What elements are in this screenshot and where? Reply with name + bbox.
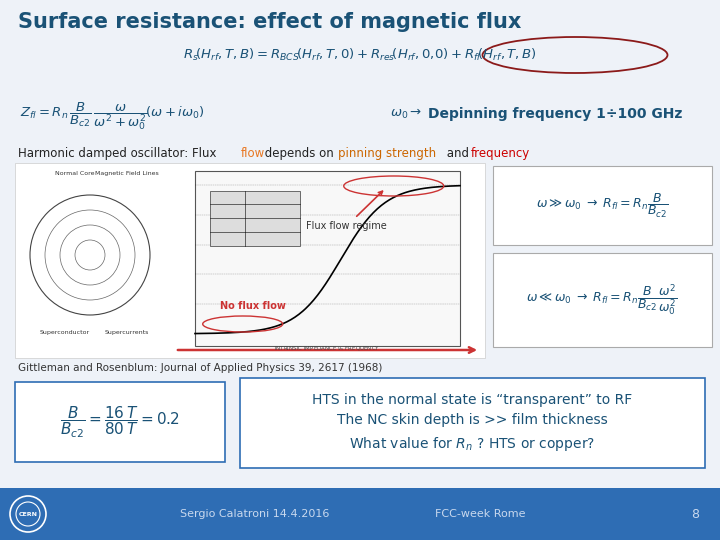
FancyBboxPatch shape xyxy=(493,166,712,245)
Text: Harmonic damped oscillator: Flux: Harmonic damped oscillator: Flux xyxy=(18,147,220,160)
Text: Sergio Calatroni 14.4.2016: Sergio Calatroni 14.4.2016 xyxy=(180,509,330,519)
Text: HTS in the normal state is “transparent” to RF
The NC skin depth is >> film thic: HTS in the normal state is “transparent”… xyxy=(312,393,633,453)
Bar xyxy=(0,488,720,540)
Text: $R_s\!\left(H_{rf}, T, B\right) = R_{BCS}\!\left(H_{rf}, T, 0\right)+ R_{res}\!\: $R_s\!\left(H_{rf}, T, B\right) = R_{BCS… xyxy=(183,47,537,63)
Text: FCC-week Rome: FCC-week Rome xyxy=(435,509,526,519)
Text: Surface resistance: effect of magnetic flux: Surface resistance: effect of magnetic f… xyxy=(18,12,521,32)
Bar xyxy=(15,163,485,358)
Text: depends on: depends on xyxy=(261,147,338,160)
Bar xyxy=(15,382,225,462)
Text: Magnetic Field Lines: Magnetic Field Lines xyxy=(95,171,158,176)
Bar xyxy=(240,378,705,468)
Text: Superconductor: Superconductor xyxy=(40,330,90,335)
Text: $\omega \ll \omega_0 \;\rightarrow\; R_{fl} = R_n \dfrac{B}{B_{c2}} \dfrac{\omeg: $\omega \ll \omega_0 \;\rightarrow\; R_{… xyxy=(526,282,678,318)
Text: Normal Core: Normal Core xyxy=(55,171,94,176)
Bar xyxy=(195,171,460,346)
Text: flow: flow xyxy=(241,147,265,160)
Text: $\omega \gg \omega_0 \;\rightarrow\; R_{fl} = R_n \dfrac{B}{B_{c2}}$: $\omega \gg \omega_0 \;\rightarrow\; R_{… xyxy=(536,192,668,219)
Text: 8: 8 xyxy=(691,508,699,521)
Text: pinning strength: pinning strength xyxy=(338,147,436,160)
Text: No flux flow: No flux flow xyxy=(220,301,286,311)
Text: $\omega_0 \rightarrow$: $\omega_0 \rightarrow$ xyxy=(390,107,423,121)
Text: $Z_{fl} = R_n\,\dfrac{B}{B_{c2}}\,\dfrac{\omega}{\omega^2 + \omega_0^2}\!\left(\: $Z_{fl} = R_n\,\dfrac{B}{B_{c2}}\,\dfrac… xyxy=(20,100,204,132)
Text: INTRINSIC IMPEDANCE $\nu_s$ FREQUENCY: INTRINSIC IMPEDANCE $\nu_s$ FREQUENCY xyxy=(274,344,381,353)
Text: frequency: frequency xyxy=(471,147,530,160)
Text: CERN: CERN xyxy=(19,511,37,516)
Text: Flux flow regime: Flux flow regime xyxy=(306,191,387,231)
Circle shape xyxy=(30,195,150,315)
Text: Gittleman and Rosenblum: Journal of Applied Physics 39, 2617 (1968): Gittleman and Rosenblum: Journal of Appl… xyxy=(18,363,382,373)
Text: Supercurrents: Supercurrents xyxy=(105,330,149,335)
Bar xyxy=(210,191,300,246)
Text: Depinning frequency 1÷100 GHz: Depinning frequency 1÷100 GHz xyxy=(428,107,683,121)
Text: $\dfrac{B}{B_{c2}} = \dfrac{16\,T}{80\,T} = 0.2$: $\dfrac{B}{B_{c2}} = \dfrac{16\,T}{80\,T… xyxy=(60,404,180,440)
FancyBboxPatch shape xyxy=(493,253,712,347)
Text: and: and xyxy=(443,147,473,160)
